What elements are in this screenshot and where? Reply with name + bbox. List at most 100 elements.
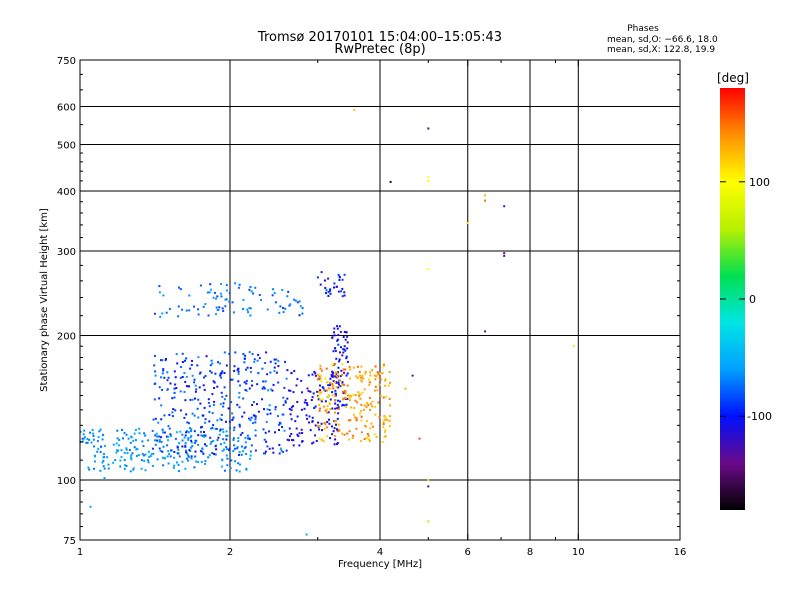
data-point [324,377,327,380]
data-point [112,443,115,446]
data-point [226,464,229,467]
data-point [337,273,340,276]
data-point [220,465,223,468]
data-point [245,368,247,371]
data-point [241,432,244,434]
data-point [382,426,385,428]
data-point [153,383,156,385]
data-point [158,435,161,438]
data-point [284,400,287,403]
data-point [314,405,317,408]
data-point [335,285,338,288]
data-point [345,331,348,334]
data-point [184,442,187,445]
data-point [254,418,257,421]
data-point [251,380,253,382]
data-point [321,386,324,389]
data-point [197,398,200,401]
data-point [147,461,150,464]
data-point [346,341,349,344]
data-point [377,373,380,376]
data-point [154,417,157,420]
data-point [427,485,430,488]
data-point [252,422,254,425]
data-point [337,406,340,409]
data-point [327,394,330,397]
data-point [305,402,308,404]
data-point [125,448,128,451]
data-point [243,381,246,384]
y-tick-label: 200 [57,332,76,343]
data-point [275,358,278,361]
data-point [353,416,356,419]
data-point [201,425,203,428]
data-point [219,362,221,365]
data-point [202,305,205,308]
data-point [280,449,283,452]
data-point [332,350,335,353]
data-point [188,422,190,425]
data-point [341,278,344,281]
data-point [220,283,222,285]
data-point [163,414,166,417]
data-point [219,428,222,431]
data-point [152,447,154,450]
data-point [99,469,102,472]
data-point [103,467,106,470]
data-point [162,464,165,467]
data-point [103,453,105,455]
chart-subtitle: RwPretec (8p) [334,42,425,57]
data-point [231,419,234,421]
data-point [324,279,326,282]
data-point [132,467,135,470]
data-point [176,446,179,449]
data-point [177,452,180,455]
data-point [248,288,251,291]
data-point [237,373,240,375]
data-point [93,467,95,470]
data-points [79,109,575,536]
y-tick-label: 75 [63,536,76,547]
data-point [320,400,323,403]
data-point [185,413,188,416]
data-point [325,426,328,429]
data-point [281,289,284,291]
data-point [367,404,370,407]
data-point [217,436,220,439]
data-point [149,455,152,458]
data-point [89,505,92,508]
data-point [239,384,241,387]
data-point [82,437,85,440]
stats-heading: Phases [627,24,659,34]
data-point [125,465,128,467]
data-point [316,390,319,393]
data-point [191,412,194,415]
data-point [320,369,323,372]
data-point [296,378,299,381]
data-point [484,199,487,202]
data-point [333,331,335,334]
data-point [118,439,121,441]
data-point [156,458,159,461]
data-point [249,314,252,317]
data-point [332,387,335,390]
data-point [484,194,487,197]
data-point [223,351,226,354]
data-point [214,427,217,430]
data-point [268,447,271,450]
data-point [175,387,178,389]
data-point [352,366,355,369]
data-point [152,452,155,455]
data-point [265,351,268,354]
data-point [141,452,144,455]
data-point [360,376,363,379]
data-point [334,371,337,374]
data-point [389,425,391,428]
data-point [249,419,252,422]
data-point [147,450,150,453]
data-point [179,288,182,291]
data-point [196,407,199,410]
data-point [185,357,188,360]
data-point [317,421,320,424]
data-point [301,312,304,315]
